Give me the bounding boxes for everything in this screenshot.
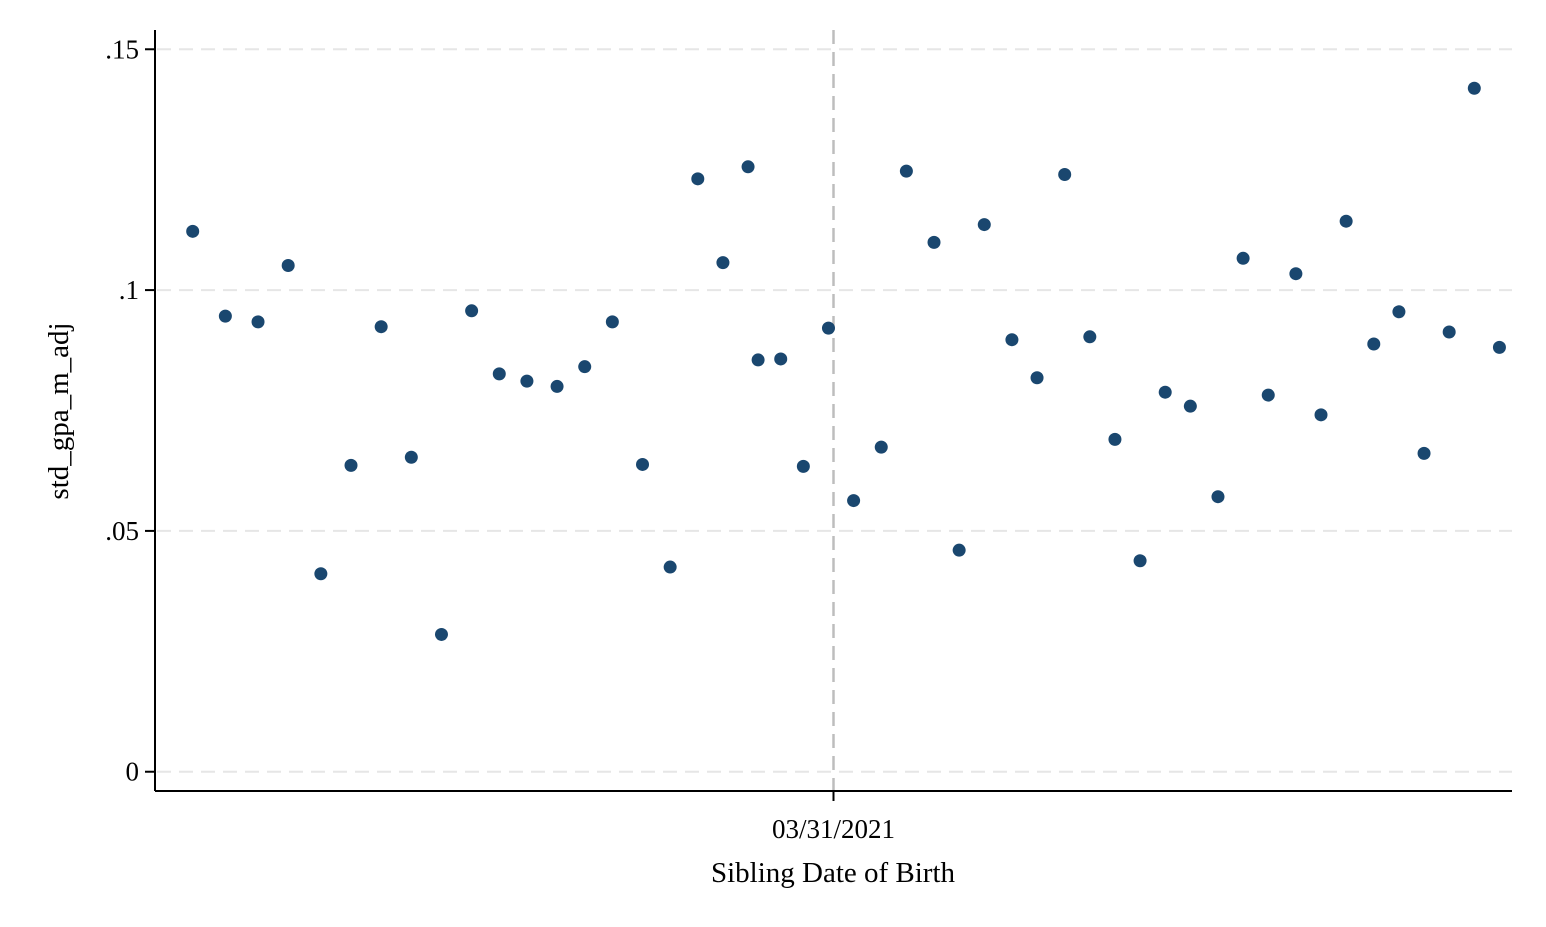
scatter-point (1030, 371, 1044, 385)
scatter-point (1183, 399, 1197, 413)
scatter-point (314, 567, 328, 581)
scatter-point (605, 315, 619, 329)
axes: 0 .05 .1 .15 03/31/2021 (105, 30, 1512, 844)
scatter-point (1392, 305, 1406, 319)
scatter-point (1108, 432, 1122, 446)
scatter-point (874, 440, 888, 454)
y-tick-label: .15 (105, 34, 139, 64)
scatter-point (1417, 446, 1431, 460)
scatter-point (492, 367, 506, 381)
scatter-point (821, 321, 835, 335)
gridlines (157, 48, 1512, 773)
scatter-point (751, 353, 765, 367)
scatter-point (847, 494, 861, 508)
scatter-point (218, 309, 232, 323)
y-tick-label: .05 (105, 516, 139, 546)
scatter-point (952, 543, 966, 557)
scatter-point (636, 457, 650, 471)
y-tick-label: .1 (119, 275, 139, 305)
scatter-point (1236, 251, 1250, 265)
scatter-point (1005, 333, 1019, 347)
scatter-point (1339, 214, 1353, 228)
scatter-point (186, 224, 200, 238)
scatter-point (281, 259, 295, 273)
scatter-point (899, 164, 913, 178)
x-tick-label: 03/31/2021 (772, 814, 895, 844)
scatter-point (434, 627, 448, 641)
scatter-point (1211, 490, 1225, 504)
scatter-point (1158, 385, 1172, 399)
scatter-point (1289, 267, 1303, 281)
scatter-point (1367, 337, 1381, 351)
scatter-point (1083, 330, 1097, 344)
scatter-point (774, 352, 788, 366)
scatter-point (796, 459, 810, 473)
data-points (186, 81, 1506, 641)
scatter-point (550, 379, 564, 393)
scatter-point (1492, 340, 1506, 354)
y-tick-label: 0 (126, 757, 140, 787)
scatter-point (977, 218, 991, 232)
scatter-point (578, 360, 592, 374)
scatter-point (691, 172, 705, 186)
scatter-point (251, 315, 265, 329)
scatter-point (520, 374, 534, 388)
scatter-point (663, 560, 677, 574)
scatter-point (1314, 408, 1328, 422)
scatter-point (1058, 167, 1072, 181)
scatter-point (741, 160, 755, 174)
scatter-point (1442, 325, 1456, 339)
scatter-point (404, 450, 418, 464)
scatter-point (465, 304, 479, 318)
scatter-point (344, 458, 358, 472)
scatter-point (1467, 81, 1481, 95)
scatter-point (1261, 388, 1275, 402)
x-axis-title: Sibling Date of Birth (711, 857, 956, 889)
scatter-point (927, 235, 941, 249)
scatter-point (374, 320, 388, 334)
scatter-point (716, 256, 730, 270)
y-axis-title: std_gpa_m_adj (43, 322, 75, 499)
scatter-point (1133, 554, 1147, 568)
